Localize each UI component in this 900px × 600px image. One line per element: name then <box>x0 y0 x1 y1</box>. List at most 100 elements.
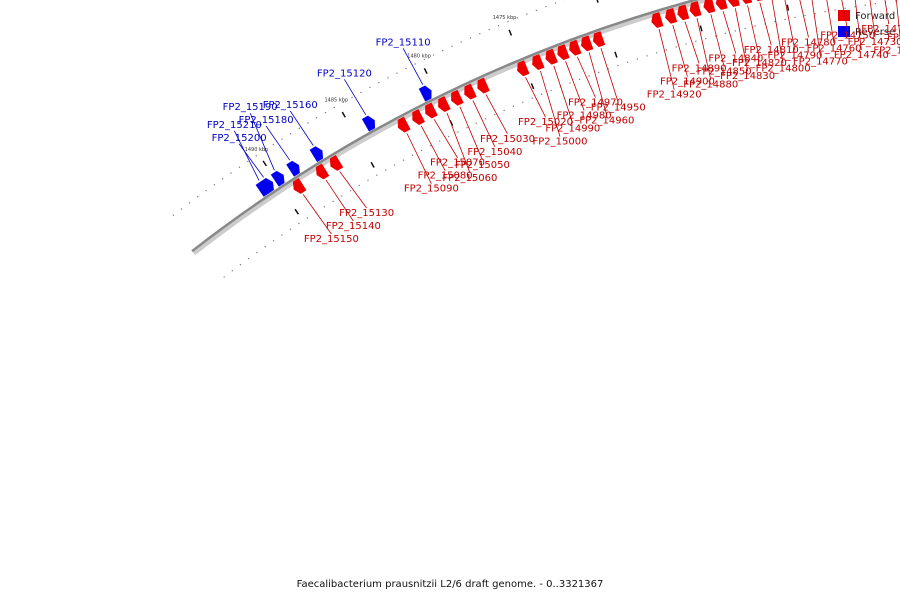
gene-label: FP2_14800 <box>756 63 811 74</box>
gene-arrow <box>425 102 438 119</box>
gene-label: FP2_14770 <box>793 56 848 67</box>
gene-label: FP2_15120 <box>317 68 372 79</box>
scale-tick-label: 1485 kbp <box>324 98 348 104</box>
label-leader <box>784 0 796 51</box>
label-leader <box>672 24 688 77</box>
gene-label: FP2_15160 <box>263 100 318 111</box>
label-leader <box>525 77 546 118</box>
gene-label: FP2_14710 <box>873 45 900 56</box>
gene-arrow <box>703 0 716 14</box>
label-leader <box>472 100 496 147</box>
gene-label: FP2_15090 <box>404 184 459 195</box>
gene-label: FP2_14880 <box>683 80 738 91</box>
scale-tick <box>423 67 428 74</box>
gene-arrow <box>286 160 300 177</box>
label-leader <box>540 70 561 137</box>
gene-label: FP2_15210 <box>207 120 262 131</box>
label-leader <box>600 48 619 103</box>
gene-arrow <box>569 39 582 56</box>
label-leader <box>684 21 700 64</box>
scale-tick <box>341 111 346 118</box>
gene-label: FP2_14950 <box>591 103 646 114</box>
scale-tick-label: 1475 kbp <box>493 15 517 21</box>
label-leader <box>747 5 760 59</box>
gene-label: FP2_14970 <box>568 97 623 108</box>
gene-arrow <box>532 54 545 71</box>
label-leader <box>265 125 291 161</box>
label-leader <box>339 171 367 209</box>
label-leader <box>289 110 314 146</box>
label-leader <box>233 130 260 181</box>
gene-arrow <box>315 163 330 180</box>
label-leader <box>826 0 835 44</box>
label-leader <box>869 0 876 38</box>
gene-arrow <box>677 4 690 21</box>
gene-arrow <box>292 177 307 194</box>
scale-tick-inner <box>370 161 375 168</box>
gene-arrow <box>651 12 664 28</box>
gene-label: FP2_14830 <box>720 71 775 82</box>
gene-label: FP2_14900 <box>660 77 715 88</box>
gene-label: FP2_14700 <box>887 32 900 43</box>
gene-arrow <box>689 1 702 17</box>
label-leader <box>459 106 483 160</box>
gene-label: FP2_14920 <box>647 90 702 101</box>
gene-features <box>255 0 764 197</box>
label-leader <box>588 52 608 116</box>
gene-arrow <box>255 181 270 197</box>
gene-arrow <box>581 35 594 52</box>
gene-arrow <box>361 115 376 132</box>
label-leader <box>485 94 508 134</box>
gene-label: FP2_14760 <box>807 43 862 54</box>
label-leader <box>344 79 367 116</box>
gene-arrow <box>464 83 477 100</box>
scale-tick-inner <box>294 208 300 215</box>
scale-tick-inner <box>786 4 790 11</box>
label-leaders <box>233 0 900 235</box>
label-leader <box>325 179 354 222</box>
scale-tick-inner <box>530 83 535 90</box>
scale-tick-inner <box>614 51 618 58</box>
gene-label: FP2_15060 <box>442 173 497 184</box>
gene-label: FP2_14980 <box>557 110 612 121</box>
gene-arrow <box>665 7 678 24</box>
gene-arrow <box>728 0 740 7</box>
gene-arrow <box>715 0 728 10</box>
label-leader <box>553 65 574 124</box>
gene-label: FP2_14750 <box>820 30 875 41</box>
gene-label: FP2_15050 <box>455 160 510 171</box>
gene-label: FP2_15110 <box>376 37 431 48</box>
gene-label: FP2_15180 <box>239 115 294 126</box>
gene-label: FP2_15070 <box>430 158 485 169</box>
gene-label: FP2_14820 <box>732 58 787 69</box>
gene-arrow <box>438 96 451 113</box>
label-leader <box>576 56 596 98</box>
label-leader <box>402 48 424 85</box>
label-leader <box>854 0 862 51</box>
gene-arrow <box>397 116 411 133</box>
gene-label: FP2_15040 <box>467 147 522 158</box>
gene-label: FP2_14960 <box>579 116 634 127</box>
label-leader <box>734 8 749 72</box>
label-leader <box>884 0 890 25</box>
scale-ticks: 1405 kbp1410 kbp1415 kbp1420 kbp1425 kbp… <box>245 0 790 215</box>
gene-arrow <box>418 85 432 102</box>
label-leader <box>249 112 275 171</box>
label-leader <box>696 18 712 80</box>
gene-arrow <box>412 109 426 126</box>
gene-arrow <box>592 31 606 48</box>
gene-arrow <box>756 0 764 2</box>
gene-arrow <box>329 154 344 171</box>
label-leader <box>841 0 849 31</box>
label-leader <box>433 119 458 158</box>
scale-tick <box>508 29 513 36</box>
gene-label: FP2_14790 <box>767 50 822 61</box>
gene-label: FP2_15140 <box>326 221 381 232</box>
label-leader <box>759 2 772 46</box>
scale-tick-label: 1490 kbp <box>245 147 269 153</box>
gene-arrow <box>309 146 324 163</box>
gene-label: FP2_14740 <box>834 50 889 61</box>
gene-label: FP2_14780 <box>781 37 836 48</box>
scale-tick-label: 1480 kbp <box>407 54 431 60</box>
scale-tick-inner <box>699 25 703 32</box>
